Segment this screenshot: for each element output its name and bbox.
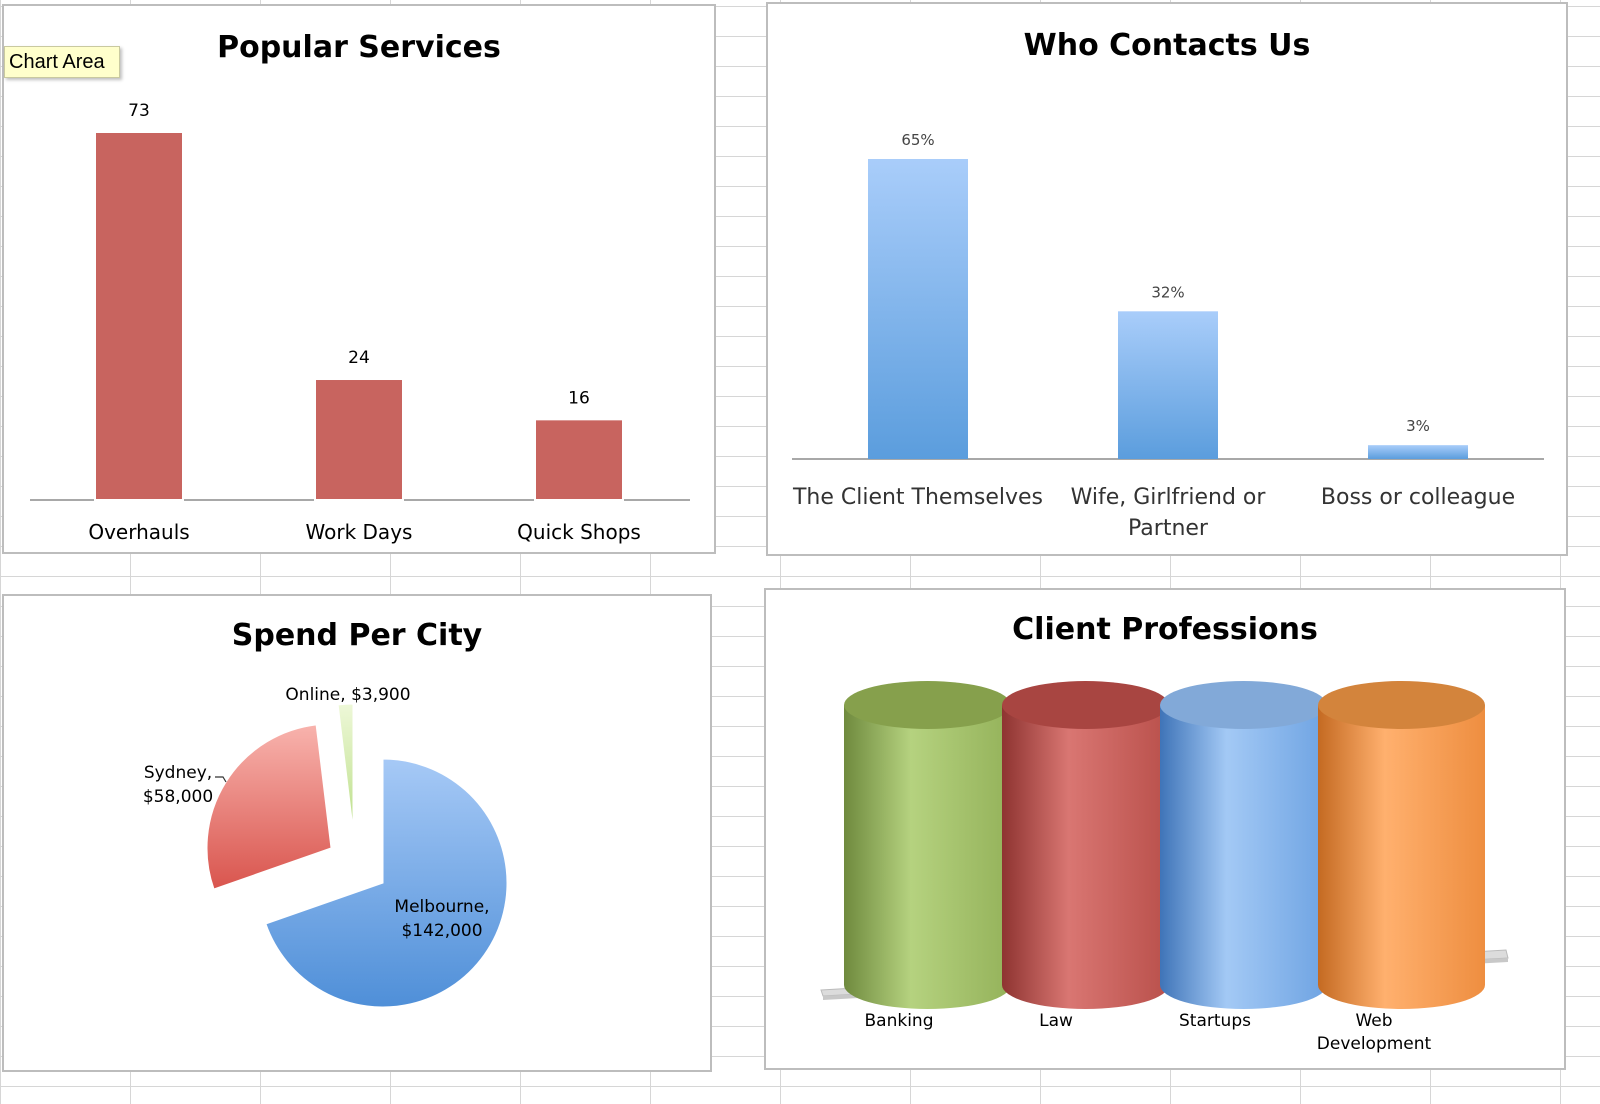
cylinder-top-banking — [844, 681, 1011, 729]
bar-wife-girlfriend-or-partner — [1118, 311, 1218, 459]
cylinder-law — [1002, 705, 1169, 1009]
data-label-sydney: Sydney, $58,000 — [143, 763, 213, 807]
spend-per-city-plot: Melbourne, $142,000 Sydney, $58,000 Online, … — [143, 685, 508, 1008]
category-label-overhauls: Overhauls — [88, 520, 189, 544]
category-label-banking: Banking — [865, 1011, 934, 1031]
category-label-startups: Startups — [1179, 1011, 1251, 1031]
popular-services-plot: 73 Overhauls 24 Work Days 16 Quick Shops — [30, 101, 690, 544]
cylinder-top-web-development — [1318, 681, 1485, 729]
data-label-the-client-themselves: 65% — [901, 131, 934, 149]
spend-per-city-chart[interactable]: Spend Per City Melbourne, $142,000 Sydney,… — [2, 594, 712, 1072]
client-professions-plot: Banking Law Startups Web Development — [820, 681, 1509, 1054]
bar-boss-or-colleague — [1368, 445, 1468, 459]
popular-services-chart[interactable]: Chart Area Popular Services 73 Overhauls 2… — [2, 4, 716, 554]
who-contacts-us-chart[interactable]: Who Contacts Us 65% The Client Themselves… — [766, 2, 1568, 556]
cylinder-top-startups — [1160, 681, 1327, 729]
slice-melbourne — [265, 758, 508, 1008]
bar-overhauls — [94, 131, 184, 501]
cylinder-banking — [844, 705, 1011, 1009]
category-label-boss-or-colleague: Boss or colleague — [1321, 485, 1515, 510]
category-label-web-development: Web Development — [1317, 1011, 1432, 1054]
data-label-quick-shops: 16 — [568, 388, 590, 408]
cylinder-startups — [1160, 705, 1327, 1009]
data-label-wife-girlfriend-or-partner: 32% — [1151, 283, 1184, 301]
chart-area-tooltip: Chart Area — [4, 46, 120, 78]
bar-quick-shops — [534, 418, 624, 501]
category-label-law: Law — [1039, 1011, 1073, 1031]
slice-online — [337, 703, 354, 829]
data-label-boss-or-colleague: 3% — [1406, 417, 1430, 435]
who-contacts-us-plot: 65% The Client Themselves 32% Wife, Girlfri… — [792, 131, 1544, 541]
data-label-online: Online, $3,900 — [285, 685, 410, 705]
bar-work-days — [314, 378, 404, 501]
data-label-melbourne: Melbourne, $142,000 — [394, 897, 489, 941]
category-label-work-days: Work Days — [306, 520, 413, 544]
cylinder-web-development — [1318, 705, 1485, 1009]
bar-the-client-themselves — [868, 159, 968, 459]
category-label-quick-shops: Quick Shops — [517, 520, 641, 544]
category-label-the-client-themselves: The Client Themselves — [792, 485, 1043, 510]
spend-per-city-title: Spend Per City — [231, 618, 483, 653]
category-label-wife-girlfriend-or-partner: Wife, Girlfriend or Partner — [1071, 485, 1267, 541]
popular-services-title: Popular Services — [217, 30, 501, 65]
who-contacts-us-title: Who Contacts Us — [1023, 28, 1311, 63]
data-label-work-days: 24 — [348, 348, 370, 368]
sydney-leader-line — [215, 776, 227, 783]
cylinder-top-law — [1002, 681, 1169, 729]
data-label-overhauls: 73 — [128, 101, 150, 121]
client-professions-title: Client Professions — [1012, 612, 1318, 647]
client-professions-chart[interactable]: Client Professions Banking Law Startups Web… — [764, 588, 1566, 1070]
slice-sydney — [206, 724, 332, 890]
